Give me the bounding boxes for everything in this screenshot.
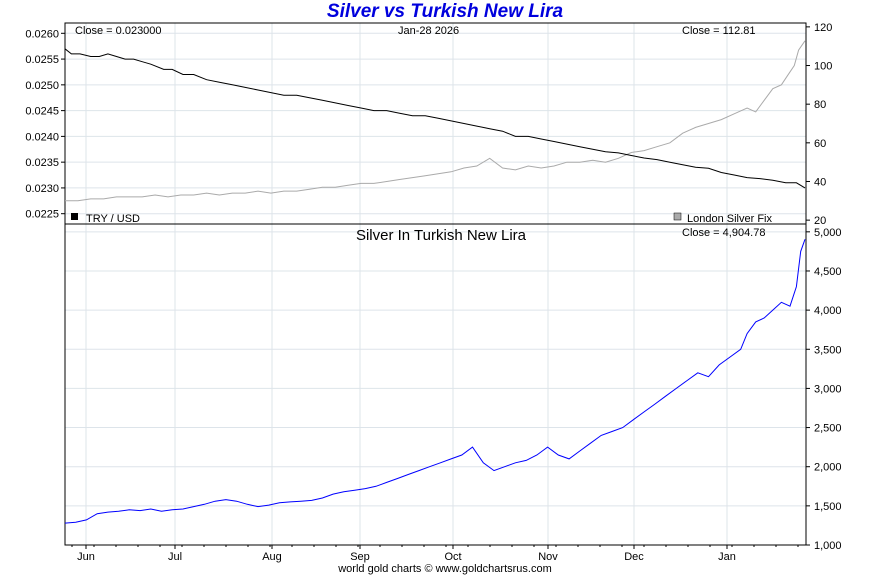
axis-layer: Jun Jul Aug Sep Oct Nov Dec Jan 0.0260 0.0255 0.02… [25,22,841,563]
legend-swatch-try [71,213,78,220]
bottom-panel-title: Silver In Turkish New Lira [356,227,527,244]
y-tick-label-right: 20 [814,215,826,227]
y-tick-label-bottom: 3,000 [814,383,842,395]
y-tick-label-right: 60 [814,138,826,150]
x-tick-label: Jul [168,551,182,563]
bottom-panel-frame [64,223,807,546]
series-layer [64,40,806,524]
chart-title: Silver vs Turkish New Lira [326,1,564,22]
series-line-try-usd [64,48,806,189]
y-tick-label-bottom: 1,000 [814,540,842,552]
y-tick-label-bottom: 3,500 [814,344,842,356]
x-tick-label: Dec [624,551,644,563]
y-tick-label-right: 100 [814,61,832,73]
y-tick-label-left: 0.0230 [25,183,59,195]
y-tick-label-bottom: 5,000 [814,227,842,239]
y-tick-label-bottom: 2,500 [814,423,842,435]
bottom-close-right: Close = 4,904.78 [682,227,765,239]
x-tick-label: Jun [77,551,95,563]
y-tick-label-left: 0.0255 [25,54,59,66]
y-tick-label-bottom: 4,500 [814,266,842,278]
y-tick-label-right: 120 [814,22,832,34]
top-close-right: Close = 112.81 [682,25,756,37]
top-close-left: Close = 0.023000 [75,25,162,37]
y-tick-label-left: 0.0250 [25,80,59,92]
x-tick-label: Aug [262,551,282,563]
x-tick-label: Nov [538,551,558,563]
grid-layer [65,23,806,545]
y-tick-label-left: 0.0240 [25,131,59,143]
y-tick-label-left: 0.0245 [25,106,59,118]
x-tick-label: Sep [350,551,370,563]
x-tick-label: Jan [718,551,736,563]
footer-credit: world gold charts © www.goldchartsrus.co… [338,563,552,575]
y-tick-label-bottom: 1,500 [814,501,842,513]
legend-label-silver: London Silver Fix [687,213,772,225]
y-tick-label-left: 0.0235 [25,157,59,169]
y-tick-label-right: 80 [814,99,826,111]
series-line-silver-in-try [64,239,806,524]
legend-label-try: TRY / USD [86,213,140,225]
x-tick-label: Oct [444,551,461,563]
y-tick-label-bottom: 4,000 [814,305,842,317]
legend-swatch-silver [673,212,682,221]
y-tick-label-bottom: 2,000 [814,462,842,474]
top-date-label: Jan-28 2026 [398,25,459,37]
y-tick-label-left: 0.0260 [25,28,59,40]
top-panel-frame [64,22,807,225]
y-tick-label-right: 40 [814,176,826,188]
series-line-silver-fix [65,40,806,202]
y-tick-label-left: 0.0225 [25,209,59,221]
